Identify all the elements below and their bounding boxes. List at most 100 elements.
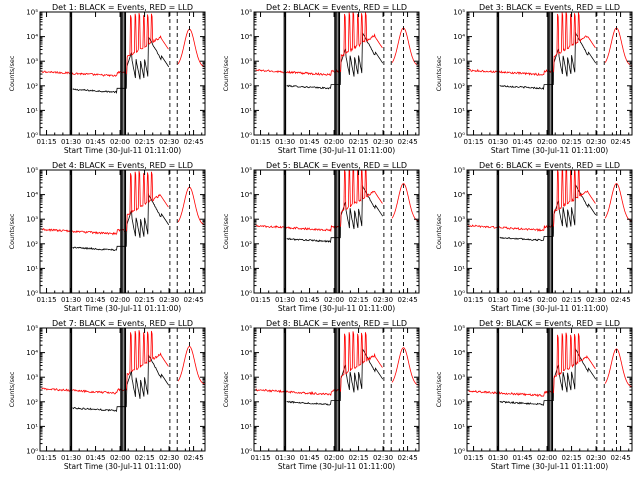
y-tick-label: 10⁵ [26, 325, 38, 333]
x-tick-label: 01:30 [488, 138, 508, 146]
x-tick-label: 02:00 [537, 454, 557, 462]
y-tick-label: 10⁴ [453, 191, 465, 199]
y-tick-label: 10⁰ [26, 132, 38, 140]
y-tick-label: 10⁵ [240, 9, 252, 17]
y-tick-label: 10⁰ [240, 290, 252, 298]
series-group [255, 170, 419, 244]
panel-title: Det 9: BLACK = Events, RED = LLD [479, 319, 620, 328]
x-tick-label: 02:45 [397, 138, 417, 146]
x-tick-label: 02:45 [397, 454, 417, 462]
panel-title: Det 4: BLACK = Events, RED = LLD [52, 161, 193, 170]
panel-det-2: Det 2: BLACK = Events, RED = LLD 10⁰ 10¹ 10… [222, 3, 420, 155]
y-tick-label: 10³ [453, 58, 465, 66]
lld-series [255, 12, 383, 76]
y-tick-label: 10¹ [26, 423, 38, 431]
y-axis-label: Counts/sec [8, 371, 16, 407]
lld-series [468, 12, 596, 76]
x-tick-label: 02:15 [348, 138, 368, 146]
x-tick-label: 01:30 [61, 296, 81, 304]
y-tick-label: 10⁵ [453, 9, 465, 17]
plot-frame [253, 327, 420, 452]
y-tick-label: 10⁵ [240, 167, 252, 175]
x-tick-label: 02:30 [586, 138, 606, 146]
series-group [468, 332, 632, 406]
x-tick-label: 01:30 [488, 296, 508, 304]
x-tick-label: 02:00 [537, 296, 557, 304]
panel-det-3: Det 3: BLACK = Events, RED = LLD 10⁰ 10¹ 10… [435, 3, 633, 155]
y-tick-label: 10² [240, 398, 252, 406]
panel-title: Det 1: BLACK = Events, RED = LLD [52, 3, 193, 12]
x-tick-label: 02:15 [134, 454, 154, 462]
plot-frame [466, 169, 633, 294]
x-tick-label: 02:30 [159, 454, 179, 462]
x-tick-label: 02:30 [159, 296, 179, 304]
x-tick-label: 01:45 [299, 454, 319, 462]
y-tick-label: 10¹ [240, 423, 252, 431]
x-axis-label: Start Time (30-Jul-11 01:11:00) [64, 146, 181, 155]
x-tick-label: 02:00 [537, 138, 557, 146]
y-tick-label: 10³ [26, 58, 38, 66]
x-tick-label: 01:30 [61, 454, 81, 462]
x-tick-label: 01:30 [275, 296, 295, 304]
y-tick-label: 10⁰ [453, 448, 465, 456]
x-tick-label: 01:15 [36, 454, 56, 462]
y-tick-label: 10⁴ [240, 33, 252, 41]
x-tick-label: 02:30 [586, 296, 606, 304]
y-tick-label: 10² [26, 82, 38, 90]
x-tick-label: 01:30 [275, 138, 295, 146]
plot-frame [466, 11, 633, 136]
panel-det-6: Det 6: BLACK = Events, RED = LLD 10⁰ 10¹ 10… [435, 161, 633, 313]
lld-series [468, 332, 596, 398]
panel-title: Det 6: BLACK = Events, RED = LLD [479, 161, 620, 170]
y-axis-label: Counts/sec [222, 371, 230, 407]
x-tick-label: 01:45 [512, 454, 532, 462]
panel-title: Det 5: BLACK = Events, RED = LLD [266, 161, 407, 170]
y-tick-label: 10¹ [453, 265, 465, 273]
x-tick-label: 01:15 [250, 296, 270, 304]
plot-frame [466, 327, 633, 452]
panel-title: Det 2: BLACK = Events, RED = LLD [266, 3, 407, 12]
panel-det-9: Det 9: BLACK = Events, RED = LLD 10⁰ 10¹ 10… [435, 319, 633, 471]
x-tick-label: 02:15 [561, 138, 581, 146]
series-group [468, 170, 632, 242]
x-tick-label: 02:15 [561, 454, 581, 462]
y-axis-label: Counts/sec [222, 213, 230, 249]
x-tick-label: 02:15 [561, 296, 581, 304]
panel-det-7: Det 7: BLACK = Events, RED = LLD 10⁰ 10¹ 10… [8, 319, 206, 471]
y-tick-label: 10¹ [26, 107, 38, 115]
y-axis-label: Counts/sec [435, 213, 443, 249]
plot-frame [39, 169, 206, 294]
x-tick-label: 02:45 [610, 296, 630, 304]
lld-series-late [177, 28, 205, 68]
lld-series-late [177, 186, 205, 226]
x-tick-label: 02:00 [110, 138, 130, 146]
lld-series-late [177, 346, 205, 385]
x-tick-label: 01:15 [463, 296, 483, 304]
y-tick-label: 10⁵ [26, 9, 38, 17]
x-tick-label: 01:15 [250, 138, 270, 146]
panel-det-5: Det 5: BLACK = Events, RED = LLD 10⁰ 10¹ 10… [222, 161, 420, 313]
x-tick-label: 02:45 [610, 138, 630, 146]
x-tick-label: 02:15 [348, 296, 368, 304]
x-axis-label: Start Time (30-Jul-11 01:11:00) [278, 462, 395, 471]
x-tick-label: 02:00 [324, 138, 344, 146]
x-axis-label: Start Time (30-Jul-11 01:11:00) [278, 304, 395, 313]
y-tick-label: 10¹ [240, 107, 252, 115]
y-tick-label: 10⁴ [26, 191, 38, 199]
x-tick-label: 02:45 [183, 138, 203, 146]
x-axis-label: Start Time (30-Jul-11 01:11:00) [491, 462, 608, 471]
x-tick-label: 02:45 [397, 296, 417, 304]
x-tick-label: 02:00 [110, 296, 130, 304]
y-tick-label: 10¹ [26, 265, 38, 273]
lld-series-late [604, 27, 632, 66]
series-group [41, 12, 205, 94]
lld-series-late [604, 183, 632, 222]
x-tick-label: 01:15 [250, 454, 270, 462]
series-group [41, 170, 205, 251]
y-tick-label: 10⁵ [26, 167, 38, 175]
lld-series [41, 12, 169, 77]
x-tick-label: 01:15 [463, 454, 483, 462]
y-tick-label: 10⁵ [453, 167, 465, 175]
x-tick-label: 02:15 [348, 454, 368, 462]
x-tick-label: 02:30 [373, 296, 393, 304]
